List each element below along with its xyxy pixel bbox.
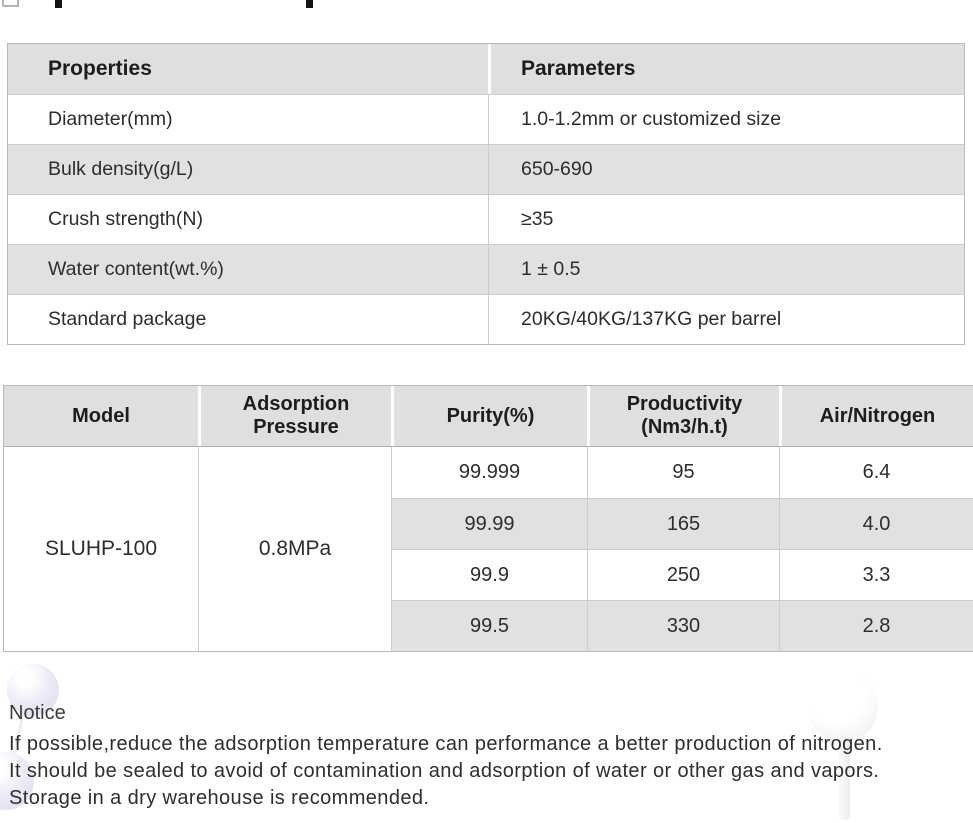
lavender-balloon-decoration — [7, 664, 59, 716]
air-nitrogen-value: 4.0 — [780, 498, 973, 549]
column-header-properties: Properties — [48, 57, 152, 80]
title-bullet-square-icon — [2, 0, 19, 7]
property-name: Bulk density(g/L) — [48, 158, 194, 180]
table-row: Diameter(mm) 1.0-1.2mm or customized siz… — [8, 94, 964, 144]
column-header-purity: Purity(%) — [391, 386, 587, 446]
notice-heading: Notice — [9, 702, 66, 724]
properties-table-header-row: Properties Parameters — [8, 44, 964, 94]
white-balloon-decoration — [808, 672, 878, 742]
column-header-parameters: Parameters — [488, 44, 964, 94]
notice-text-block: If possible,reduce the adsorption temper… — [9, 731, 971, 812]
table-row: Bulk density(g/L) 650-690 — [8, 144, 964, 194]
productivity-value: 95 — [672, 461, 695, 483]
notice-line: If possible,reduce the adsorption temper… — [9, 733, 883, 755]
cropped-title-remnant — [0, 0, 973, 10]
property-value: 650-690 — [488, 145, 964, 194]
adsorption-pressure-cell: 0.8MPa — [198, 447, 391, 651]
column-header-productivity: Productivity (Nm3/h.t) — [587, 386, 779, 446]
productivity-value: 165 — [588, 498, 779, 549]
productivity-value: 250 — [588, 549, 779, 600]
purity-value: 99.99 — [392, 498, 587, 549]
white-balloon-stick-decoration — [839, 736, 850, 820]
notice-line: Storage in a dry warehouse is recommende… — [9, 787, 430, 809]
property-name: Crush strength(N) — [48, 208, 203, 230]
air-nitrogen-column: 6.4 4.0 3.3 2.8 — [779, 447, 973, 651]
property-name: Standard package — [48, 308, 207, 330]
property-name: Diameter(mm) — [48, 108, 173, 130]
property-value: 1.0-1.2mm or customized size — [488, 95, 964, 144]
air-nitrogen-value: 2.8 — [780, 600, 973, 651]
purity-value: 99.999 — [458, 461, 521, 483]
properties-table: Properties Parameters Diameter(mm) 1.0-1… — [7, 43, 965, 345]
title-letter-descender — [306, 0, 313, 8]
property-value: ≥35 — [488, 195, 964, 244]
table-row: Standard package 20KG/40KG/137KG per bar… — [8, 294, 964, 344]
property-value: 20KG/40KG/137KG per barrel — [488, 295, 964, 344]
productivity-value: 330 — [588, 600, 779, 651]
column-header-model: Model — [72, 404, 130, 427]
productivity-column: 95 165 250 330 — [587, 447, 779, 651]
model-cell: SLUHP-100 — [4, 447, 198, 651]
air-nitrogen-value: 3.3 — [780, 549, 973, 600]
performance-table-header-row: Model Adsorption Pressure Purity(%) Prod… — [4, 386, 973, 447]
title-letter-descender — [55, 0, 62, 8]
air-nitrogen-value: 6.4 — [862, 461, 891, 483]
property-name: Water content(wt.%) — [48, 258, 224, 280]
column-header-adsorption-pressure: Adsorption Pressure — [198, 386, 391, 446]
performance-table-body: SLUHP-100 0.8MPa 99.999 99.99 99.9 99.5 … — [4, 447, 973, 651]
purity-column: 99.999 99.99 99.9 99.5 — [391, 447, 587, 651]
table-row: Water content(wt.%) 1 ± 0.5 — [8, 244, 964, 294]
table-row: Crush strength(N) ≥35 — [8, 194, 964, 244]
performance-table: Model Adsorption Pressure Purity(%) Prod… — [3, 385, 973, 652]
purity-value: 99.5 — [392, 600, 587, 651]
purity-value: 99.9 — [392, 549, 587, 600]
property-value: 1 ± 0.5 — [488, 245, 964, 294]
notice-line: It should be sealed to avoid of contamin… — [9, 760, 880, 782]
column-header-air-nitrogen: Air/Nitrogen — [779, 386, 973, 446]
